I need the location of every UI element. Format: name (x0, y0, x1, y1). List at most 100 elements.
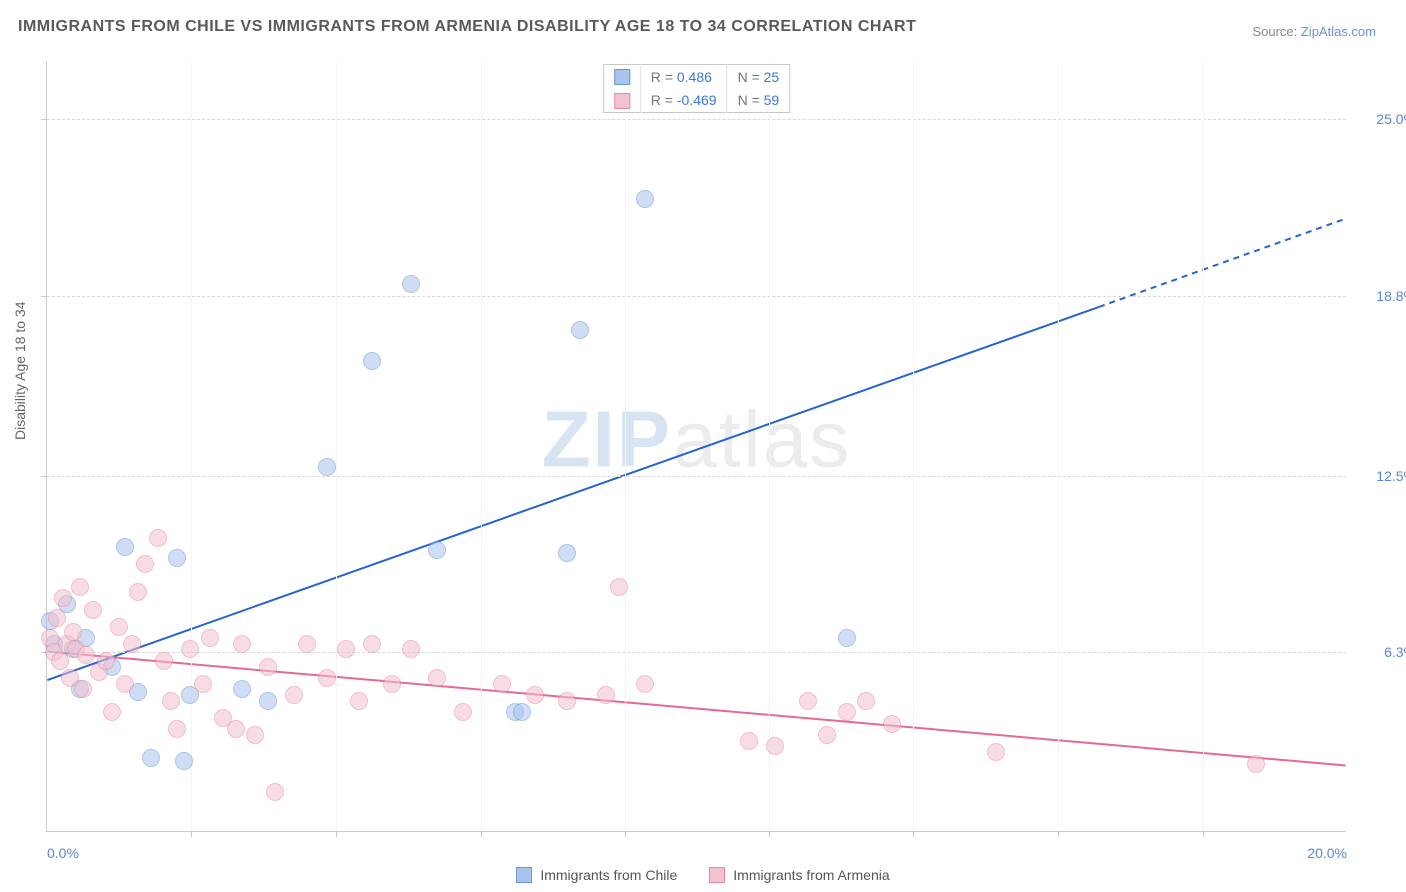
data-point-armenia (123, 635, 141, 653)
data-point-armenia (97, 652, 115, 670)
x-tick-mark (913, 831, 914, 837)
data-point-armenia (201, 629, 219, 647)
data-point-armenia (318, 669, 336, 687)
data-point-armenia (740, 732, 758, 750)
data-point-chile (513, 703, 531, 721)
gridline-vertical (1058, 62, 1059, 831)
data-point-armenia (266, 783, 284, 801)
data-point-armenia (136, 555, 154, 573)
data-point-armenia (110, 618, 128, 636)
plot-area: ZIPatlas R = 0.486 N = 25 R = -0.469N = 59… (46, 62, 1346, 832)
data-point-armenia (493, 675, 511, 693)
data-point-armenia (149, 529, 167, 547)
data-point-armenia (298, 635, 316, 653)
data-point-armenia (350, 692, 368, 710)
r-label: R = (651, 92, 673, 108)
data-point-armenia (233, 635, 251, 653)
legend-swatch-armenia (709, 867, 725, 883)
n-label: N = (738, 69, 760, 85)
data-point-armenia (84, 601, 102, 619)
data-point-armenia (259, 658, 277, 676)
trendline-chile (47, 307, 1099, 680)
x-tick-mark (1058, 831, 1059, 837)
x-tick-label: 0.0% (47, 845, 79, 861)
data-point-armenia (227, 720, 245, 738)
gridline-vertical (336, 62, 337, 831)
watermark-atlas: atlas (672, 394, 851, 483)
data-point-armenia (1247, 755, 1265, 773)
r-value: 0.486 (677, 69, 712, 85)
x-tick-mark (625, 831, 626, 837)
data-point-armenia (64, 623, 82, 641)
legend-swatch-chile (614, 69, 630, 85)
data-point-armenia (766, 737, 784, 755)
data-point-armenia (194, 675, 212, 693)
gridline-vertical (625, 62, 626, 831)
y-tick-label: 18.8% (1356, 288, 1406, 304)
x-tick-mark (481, 831, 482, 837)
y-tick-label: 25.0% (1356, 111, 1406, 127)
y-tick-label: 6.3% (1356, 644, 1406, 660)
data-point-armenia (428, 669, 446, 687)
data-point-armenia (454, 703, 472, 721)
n-value: 25 (764, 69, 780, 85)
data-point-armenia (818, 726, 836, 744)
correlation-stats-box: R = 0.486 N = 25 R = -0.469N = 59 (603, 64, 790, 113)
data-point-armenia (168, 720, 186, 738)
r-label: R = (651, 69, 673, 85)
data-point-chile (175, 752, 193, 770)
data-point-armenia (558, 692, 576, 710)
trendline-armenia (47, 652, 1345, 766)
legend-item-chile: Immigrants from Chile (516, 867, 677, 883)
x-tick-mark (769, 831, 770, 837)
legend-swatch-chile (516, 867, 532, 883)
data-point-armenia (181, 640, 199, 658)
data-point-armenia (74, 680, 92, 698)
data-point-chile (402, 275, 420, 293)
bottom-legend: Immigrants from Chile Immigrants from Arm… (0, 867, 1406, 886)
gridline-vertical (481, 62, 482, 831)
data-point-chile (259, 692, 277, 710)
y-axis-label: Disability Age 18 to 34 (12, 301, 28, 440)
data-point-armenia (383, 675, 401, 693)
data-point-armenia (857, 692, 875, 710)
gridline-horizontal (47, 119, 1346, 120)
data-point-armenia (71, 578, 89, 596)
data-point-armenia (987, 743, 1005, 761)
data-point-armenia (838, 703, 856, 721)
watermark-zip: ZIP (542, 394, 672, 483)
data-point-armenia (883, 715, 901, 733)
gridline-horizontal (47, 296, 1346, 297)
data-point-chile (838, 629, 856, 647)
data-point-armenia (51, 652, 69, 670)
source-attribution: Source: ZipAtlas.com (1252, 24, 1376, 39)
data-point-armenia (636, 675, 654, 693)
stats-row-chile: R = 0.486 N = 25 (603, 65, 789, 89)
data-point-chile (116, 538, 134, 556)
data-point-armenia (103, 703, 121, 721)
x-tick-mark (336, 831, 337, 837)
data-point-chile (571, 321, 589, 339)
gridline-vertical (191, 62, 192, 831)
source-link[interactable]: ZipAtlas.com (1301, 24, 1376, 39)
stats-row-armenia: R = -0.469N = 59 (603, 88, 789, 112)
data-point-armenia (597, 686, 615, 704)
legend-item-armenia: Immigrants from Armenia (709, 867, 889, 883)
data-point-armenia (246, 726, 264, 744)
trendline-extrapolated-chile (1099, 219, 1346, 307)
data-point-armenia (162, 692, 180, 710)
y-tick-mark (41, 296, 47, 297)
data-point-chile (318, 458, 336, 476)
data-point-armenia (285, 686, 303, 704)
data-point-armenia (799, 692, 817, 710)
y-tick-label: 12.5% (1356, 468, 1406, 484)
legend-label: Immigrants from Chile (540, 867, 677, 883)
data-point-chile (558, 544, 576, 562)
data-point-armenia (48, 609, 66, 627)
gridline-vertical (913, 62, 914, 831)
x-tick-label: 20.0% (1307, 845, 1347, 861)
data-point-armenia (155, 652, 173, 670)
data-point-chile (233, 680, 251, 698)
data-point-chile (428, 541, 446, 559)
gridline-vertical (1203, 62, 1204, 831)
